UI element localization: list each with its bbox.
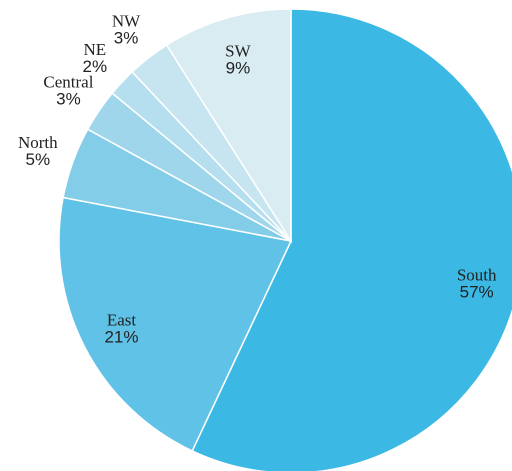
slice-value: 9% bbox=[226, 58, 251, 77]
slice-label: NE bbox=[83, 40, 106, 59]
slice-value: 2% bbox=[83, 57, 108, 76]
pie-slice bbox=[58, 196, 293, 452]
slice-value: 5% bbox=[26, 150, 51, 169]
slice-label: Central bbox=[43, 73, 93, 92]
slice-value: 3% bbox=[114, 28, 139, 47]
slice-value: 3% bbox=[56, 90, 81, 109]
slice-label: North bbox=[18, 133, 58, 152]
slice-label: SW bbox=[225, 41, 251, 60]
slice-label: East bbox=[107, 310, 137, 329]
slice-label: NW bbox=[112, 11, 141, 30]
pie-slice bbox=[165, 8, 292, 244]
slice-label: South bbox=[457, 265, 497, 284]
slice-value: 57% bbox=[460, 282, 494, 301]
pie-slice bbox=[191, 8, 512, 471]
slice-value: 21% bbox=[104, 327, 138, 346]
